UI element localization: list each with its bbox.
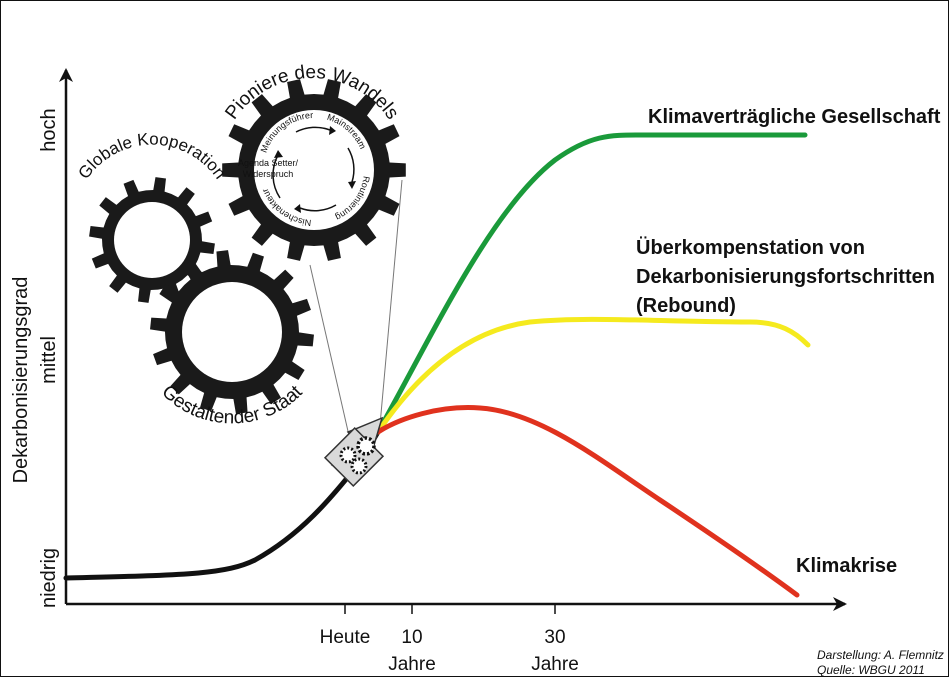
label-green-scenario: Klimaverträgliche Gesellschaft [648,106,941,128]
x-tick-label-30-unit: Jahre [531,654,579,675]
gear-globale-kooperation-icon [89,177,215,303]
gear-hole [254,110,374,230]
x-tick-label-heute: Heute [320,627,371,648]
label-yellow-line-3: (Rebound) [636,295,736,317]
connector-line-left [309,264,351,441]
credit-source: Quelle: WBGU 2011 [817,663,925,677]
red-curve [375,405,800,598]
yellow-curve [375,316,811,435]
connector-line-right [379,179,403,426]
label-red-scenario: Klimakrise [796,555,897,577]
x-tick-label-10: 10 [401,627,422,648]
credit-author: Darstellung: A. Flemnitz [817,648,944,662]
y-level-hoch: hoch [38,108,60,151]
y-level-niedrig: niedrig [38,548,60,608]
label-yellow-line-2: Dekarbonisierungsfortschritten [636,266,935,288]
x-tick-label-10-unit: Jahre [388,654,436,675]
gear-left-title: Globale Kooperation [74,130,229,183]
cycle-center-line-1: Agenda Setter/ [238,158,299,168]
gear-gestaltender-staat-icon [150,250,314,414]
mini-gears [339,436,376,475]
gear-hole [114,202,190,278]
cycle-arrows-icon [272,126,356,213]
gear-pioniere-icon [222,79,406,261]
label-yellow-line-1: Überkompenstation von [636,236,865,259]
gear-hole [182,282,282,382]
green-curve [375,132,808,435]
x-tick-label-30: 30 [544,627,565,648]
y-axis-title: Dekarbonisierungsgrad [10,277,32,484]
cycle-center-line-2: Widerspruch [243,169,294,179]
y-level-mittel: mittel [38,336,60,384]
